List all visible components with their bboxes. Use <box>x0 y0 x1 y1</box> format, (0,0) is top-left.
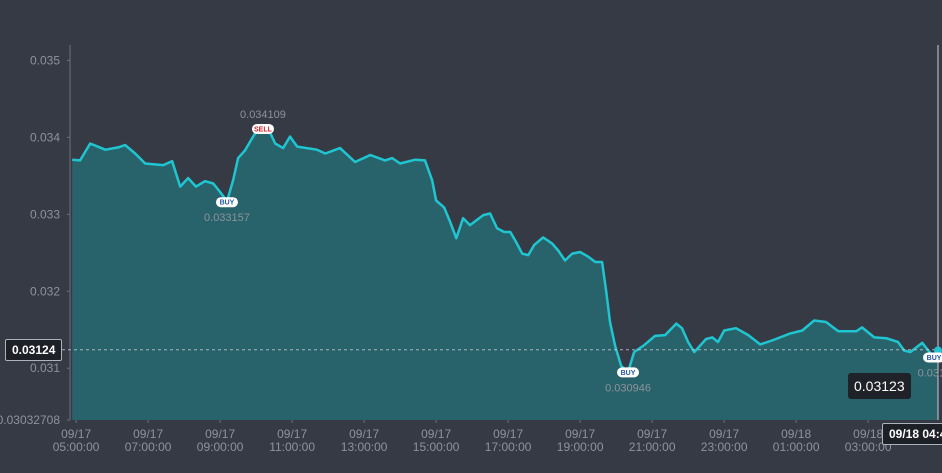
trade-marker: BUY <box>923 352 942 363</box>
y-tick-label: 0.032 <box>30 284 60 298</box>
y-tick-label: 0.034 <box>30 130 60 144</box>
x-tick-label: 09/17 11:00:00 <box>269 427 316 454</box>
x-tick-label: 09/18 01:00:00 <box>772 427 820 454</box>
last-price-tooltip: 0.03123 <box>848 373 911 399</box>
trade-marker: SELL <box>251 123 274 134</box>
x-tick-label: 09/17 23:00:00 <box>700 427 748 454</box>
x-tick-label: 09/17 09:00:00 <box>196 427 244 454</box>
price-line <box>72 126 940 374</box>
trade-price: 0.033157 <box>204 212 250 224</box>
area-fill <box>72 127 938 421</box>
x-tick-label: 09/17 17:00:00 <box>484 427 532 454</box>
trade-price: 0.030946 <box>605 382 651 394</box>
trade-price: 0.034109 <box>240 109 286 121</box>
crosshair-price-label: 0.03124 <box>5 338 63 361</box>
x-tick-label: 09/17 05:00:00 <box>52 427 100 454</box>
x-tick-label: 09/17 07:00:00 <box>124 427 172 454</box>
trade-pill <box>617 367 640 378</box>
trade-side: BUY <box>220 200 235 207</box>
crosshair-time-label: 09/18 04:4 <box>882 423 942 445</box>
trade-side: SELL <box>254 126 273 133</box>
trade-pill <box>251 123 274 134</box>
trade-marker: BUY <box>215 197 238 208</box>
x-tick-label: 09/17 15:00:00 <box>412 427 460 454</box>
x-tick-label: 09/18 03:00:00 <box>844 427 892 454</box>
trade-side: BUY <box>927 355 942 362</box>
trade-pill <box>923 352 942 363</box>
trade-marker: BUY <box>617 367 640 378</box>
y-tick-label: 0.031 <box>30 361 60 375</box>
y-tick-label: 0.033 <box>30 207 60 221</box>
y-tick-label: 0.03032708 <box>0 413 60 427</box>
x-tick-label: 09/17 21:00:00 <box>628 427 676 454</box>
y-tick-label: 0.035 <box>30 53 60 67</box>
x-tick-label: 09/17 13:00:00 <box>340 427 388 454</box>
x-tick-label: 09/17 19:00:00 <box>556 427 604 454</box>
trade-pill <box>215 197 238 208</box>
trade-side: BUY <box>621 370 636 377</box>
trade-price: 0.0311 <box>918 367 942 379</box>
